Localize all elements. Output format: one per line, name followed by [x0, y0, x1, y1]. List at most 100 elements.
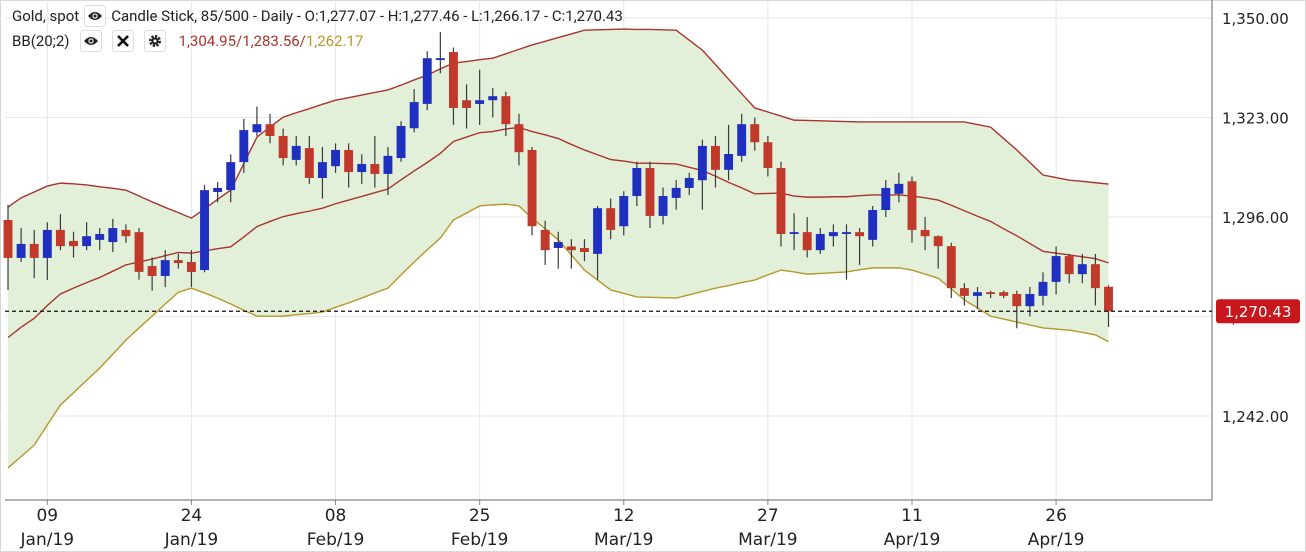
x-tick-label: 12: [613, 506, 635, 526]
x-tick-label: 09: [36, 506, 58, 526]
y-tick-label: 1,350.00: [1222, 10, 1289, 28]
candle-body: [671, 187, 681, 198]
candle-body: [763, 142, 773, 169]
y-tick-label: 1,323.00: [1222, 110, 1289, 128]
candle-body: [501, 96, 511, 125]
candle-body: [855, 232, 865, 237]
candle-body: [173, 260, 183, 264]
candle-body: [108, 228, 118, 243]
candle-body: [619, 196, 629, 227]
candle-body: [265, 124, 275, 136]
candle-body: [802, 232, 812, 251]
candle-body: [776, 168, 786, 234]
candle-body: [868, 210, 878, 240]
header-line: Gold, spot Candle Stick, 85/500 - Daily …: [12, 5, 623, 27]
candle-body: [134, 232, 144, 272]
x-tick-label: 25: [469, 506, 491, 526]
x-tick-label: 27: [757, 506, 779, 526]
indicator-visibility[interactable]: [79, 30, 102, 52]
candle-body: [435, 58, 445, 61]
candle-body: [252, 124, 262, 133]
indicator-value-lower: 1,262.17: [305, 32, 364, 50]
x-tick-sublabel: Jan/19: [20, 530, 75, 550]
indicator-name: BB(20;2): [12, 32, 70, 50]
candle-body: [894, 183, 904, 194]
candle-body: [409, 102, 419, 129]
candle-body: [383, 155, 393, 174]
candle-body: [789, 232, 799, 234]
candle-body: [580, 247, 589, 253]
candle-body: [344, 149, 354, 173]
candle-body: [226, 162, 236, 191]
candle-body: [357, 163, 367, 173]
last-price-label: 1,270.43: [1225, 303, 1292, 321]
candle-body: [462, 100, 472, 108]
candle-body: [645, 168, 655, 216]
candle-body: [317, 162, 327, 178]
candle-body: [999, 292, 1009, 296]
candle-body: [540, 229, 550, 251]
candle-body: [291, 145, 301, 160]
candle-body: [200, 190, 209, 271]
candle-body: [632, 168, 642, 197]
candle-body: [1104, 286, 1113, 312]
last-price-box: [1216, 299, 1300, 324]
x-tick-sublabel: Apr/19: [1028, 530, 1085, 550]
candle-body: [724, 154, 734, 170]
candle-body: [907, 181, 917, 230]
candle-body: [593, 208, 603, 254]
candle-body: [3, 219, 13, 258]
candle-body: [750, 124, 760, 143]
x-tick-sublabel: Mar/19: [738, 530, 797, 550]
candle-body: [1025, 294, 1035, 307]
candle-body: [566, 246, 576, 251]
candle-body: [239, 130, 249, 163]
candle-body: [95, 233, 105, 240]
visibility-toggle[interactable]: [84, 5, 107, 27]
x-tick-sublabel: Jan/19: [164, 530, 219, 550]
candle-body: [553, 242, 563, 248]
candle-body: [933, 236, 943, 247]
candle-body: [684, 177, 694, 188]
candle-body: [920, 229, 930, 237]
x-tick-sublabel: Feb/19: [451, 530, 508, 550]
x-tick-label: 24: [181, 506, 203, 526]
candle-body: [711, 145, 720, 170]
indicator-remove[interactable]: [111, 30, 134, 52]
candle-body: [82, 236, 92, 247]
candle-body: [842, 232, 851, 234]
candle-body: [737, 124, 747, 156]
band-upper: [7, 28, 1109, 219]
y-tick-label: 1,242.00: [1222, 408, 1289, 426]
candle-body: [370, 163, 380, 174]
candle-body: [1051, 256, 1061, 282]
candle-body: [55, 229, 65, 247]
x-tick-label: 26: [1045, 506, 1067, 526]
chart-title: Gold, spot: [12, 7, 80, 25]
chart-subtitle: Candle Stick, 85/500 - Daily - O:1,277.0…: [111, 7, 623, 25]
candle-body: [828, 232, 838, 237]
indicator-settings[interactable]: [143, 30, 166, 52]
candle-body: [1012, 294, 1022, 307]
indicator-values-upper-middle: 1,304.95/1,283.56/: [178, 32, 306, 50]
candle-body: [1064, 256, 1074, 275]
candle-body: [147, 266, 157, 276]
candle-body: [396, 126, 406, 159]
candle-body: [1090, 264, 1100, 289]
x-tick-sublabel: Mar/19: [594, 530, 653, 550]
candle-body: [16, 243, 26, 258]
candle-body: [527, 149, 537, 227]
candle-body: [1077, 264, 1087, 275]
candle-body: [422, 58, 432, 104]
candle-body: [29, 243, 39, 258]
x-tick-sublabel: Feb/19: [307, 530, 364, 550]
candle-body: [160, 260, 170, 276]
candle-body: [488, 96, 498, 101]
candle-body: [697, 145, 707, 181]
candle-body: [304, 148, 314, 178]
candle-body: [946, 246, 956, 289]
candle-body: [881, 187, 891, 211]
candle-body: [448, 51, 458, 108]
